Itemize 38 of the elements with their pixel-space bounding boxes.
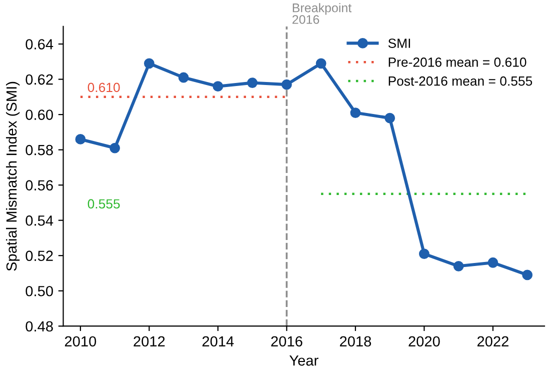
annotation: 0.610 [88,82,120,92]
ref-line-label: Breakpoint 2016 [292,3,352,24]
point [247,78,258,88]
y-tick-label: 0.60 [26,110,53,120]
x-tick-label: 2014 [202,336,234,347]
y-tick-label: 0.58 [26,144,53,156]
x-axis-title: Year [289,356,318,366]
point [453,260,464,272]
legend-label: Pre-2016 mean = 0.610 [388,58,526,67]
point [144,58,154,69]
x-tick-label: 2016 [271,336,302,347]
point [418,248,430,260]
y-tick-label: 0.56 [26,180,53,190]
point [110,142,120,154]
x-tick-label: 2018 [340,336,372,347]
y-tick-label: 0.50 [26,286,53,296]
legend-label: SMI [388,38,410,48]
y-tick-label: 0.62 [26,74,53,85]
point [350,108,361,118]
y-tick-label: 0.64 [26,39,54,50]
point [212,81,224,92]
y-tick-label: 0.48 [26,321,53,332]
point [384,112,396,124]
y-tick-label: 0.52 [26,250,53,262]
point [281,79,292,90]
x-tick-label: 2022 [477,336,508,347]
annotation: 0.555 [88,199,120,209]
x-tick-label: 2020 [408,336,440,347]
point [488,257,498,268]
x-tick-label: 2012 [134,336,165,347]
x-tick-label: 2010 [64,336,96,347]
y-axis-title: Spatial Mismatch Index (SMI) [6,82,20,271]
y-tick-label: 0.54 [26,215,54,226]
point [75,134,86,144]
point [178,72,189,83]
legend-label: Post-2016 mean = 0.555 [388,76,532,86]
point [316,58,326,69]
point [522,270,533,280]
